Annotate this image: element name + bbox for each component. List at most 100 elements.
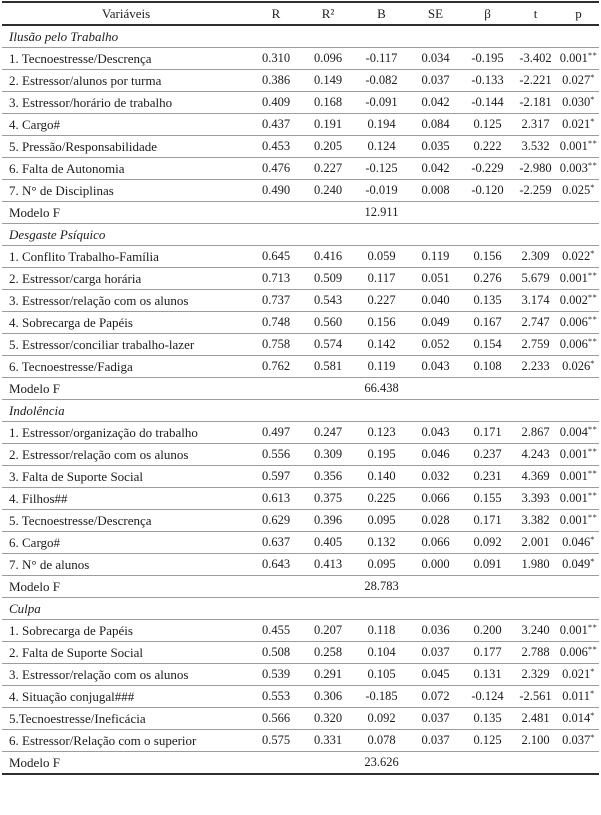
model-f-value: 23.626 [354,751,409,774]
cell-p: 0.002** [558,289,599,312]
cell-b: 0.140 [354,465,409,488]
cell-p: 0.021* [558,663,599,686]
cell-r2: 0.560 [302,311,354,334]
cell-t: -2.259 [513,179,558,202]
model-f-row: Modelo F 23.626 [2,751,599,774]
significance-marker: * [590,556,595,566]
column-header-r: R [250,2,302,26]
cell-r: 0.737 [250,289,302,312]
cell-p: 0.001** [558,267,599,290]
table-row: 1. Sobrecarga de Papéis 0.455 0.207 0.118 0.… [2,619,599,642]
cell-r: 0.453 [250,135,302,158]
cell-empty [302,377,354,400]
cell-p: 0.049* [558,553,599,576]
cell-p: 0.003** [558,157,599,180]
cell-b: 0.124 [354,135,409,158]
significance-marker: ** [587,512,598,522]
cell-r2: 0.191 [302,113,354,136]
table-row: 7. N° de alunos 0.643 0.413 0.095 0.000 0.091… [2,553,599,576]
cell-p: 0.001** [558,619,599,642]
cell-r: 0.597 [250,465,302,488]
row-label: 6. Falta de Autonomia [2,157,250,180]
cell-r2: 0.258 [302,641,354,664]
row-label: 1. Sobrecarga de Papéis [2,619,250,642]
cell-t: 2.100 [513,729,558,752]
cell-r2: 0.581 [302,355,354,378]
table-row: 1. Tecnoestresse/Descrença 0.310 0.096 -0.1… [2,47,599,70]
significance-marker: * [590,534,595,544]
cell-t: 3.532 [513,135,558,158]
significance-marker: * [590,732,595,742]
model-f-row: Modelo F 66.438 [2,377,599,400]
cell-r: 0.556 [250,443,302,466]
section-row: Desgaste Psíquico [2,223,599,246]
cell-p: 0.006** [558,333,599,356]
cell-se: 0.052 [409,333,462,356]
cell-empty [302,751,354,774]
row-label: 1. Tecnoestresse/Descrença [2,47,250,70]
cell-beta: -0.120 [462,179,513,202]
cell-r: 0.762 [250,355,302,378]
significance-marker: ** [587,446,598,456]
table-row: 2. Estressor/alunos por turma 0.386 0.149-… [2,69,599,92]
table-row: 1. Conflito Trabalho-Família 0.645 0.416 0.… [2,245,599,268]
table-row: 4. Situação conjugal### 0.553 0.306 -0.185 0… [2,685,599,708]
significance-marker: * [589,688,595,698]
cell-b: 0.156 [354,311,409,334]
cell-r2: 0.096 [302,47,354,70]
cell-r: 0.539 [250,663,302,686]
cell-b: -0.091 [354,91,409,114]
significance-marker: * [590,116,595,126]
cell-beta: 0.125 [462,113,513,136]
cell-t: 4.243 [513,443,558,466]
cell-p: 0.001** [558,487,599,510]
cell-b: 0.117 [354,267,409,290]
cell-p: 0.001** [558,135,599,158]
model-f-label: Modelo F [2,575,250,598]
table-row: 7. N° de Disciplinas 0.490 0.240 -0.019 0.00… [2,179,599,202]
column-header-p: p [558,2,599,26]
cell-p: 0.026* [558,355,599,378]
cell-p: 0.001** [558,47,599,70]
section-row: Ilusão pelo Trabalho [2,24,599,48]
cell-r2: 0.227 [302,157,354,180]
row-label: 1. Estressor/organização do trabalho [2,421,250,444]
significance-marker: * [590,248,595,258]
table-row: 6. Falta de Autonomia 0.476 0.227 -0.125 0.0… [2,157,599,180]
row-label: 3. Estressor/horário de trabalho [2,91,250,114]
cell-beta: 0.154 [462,333,513,356]
cell-se: 0.043 [409,421,462,444]
cell-beta: 0.091 [462,553,513,576]
cell-r2: 0.375 [302,487,354,510]
cell-r2: 0.207 [302,619,354,642]
row-label: 2. Estressor/carga horária [2,267,250,290]
cell-se: 0.028 [409,509,462,532]
cell-se: 0.046 [409,443,462,466]
significance-marker: ** [587,424,598,434]
cell-empty [513,575,558,598]
table-row: 3. Estressor/relação com os alunos 0.737 0… [2,289,599,312]
row-label: 3. Falta de Suporte Social [2,465,250,488]
cell-empty [513,377,558,400]
model-f-value: 12.911 [354,201,409,224]
cell-beta: 0.276 [462,267,513,290]
row-label: 2. Estressor/relação com os alunos [2,443,250,466]
cell-beta: 0.135 [462,707,513,730]
table-row: 2. Estressor/carga horária 0.713 0.509 0.11… [2,267,599,290]
cell-p: 0.001** [558,443,599,466]
cell-empty [462,575,513,598]
section-title: Desgaste Psíquico [2,223,599,246]
cell-t: 1.980 [513,553,558,576]
cell-se: 0.034 [409,47,462,70]
cell-b: 0.105 [354,663,409,686]
cell-beta: 0.125 [462,729,513,752]
cell-r2: 0.149 [302,69,354,92]
cell-se: 0.043 [409,355,462,378]
cell-t: 2.001 [513,531,558,554]
cell-p: 0.011* [558,685,599,708]
cell-b: 0.119 [354,355,409,378]
cell-t: -2.561 [513,685,558,708]
column-header-t: t [513,2,558,26]
row-label: 2. Falta de Suporte Social [2,641,250,664]
cell-beta: 0.092 [462,531,513,554]
